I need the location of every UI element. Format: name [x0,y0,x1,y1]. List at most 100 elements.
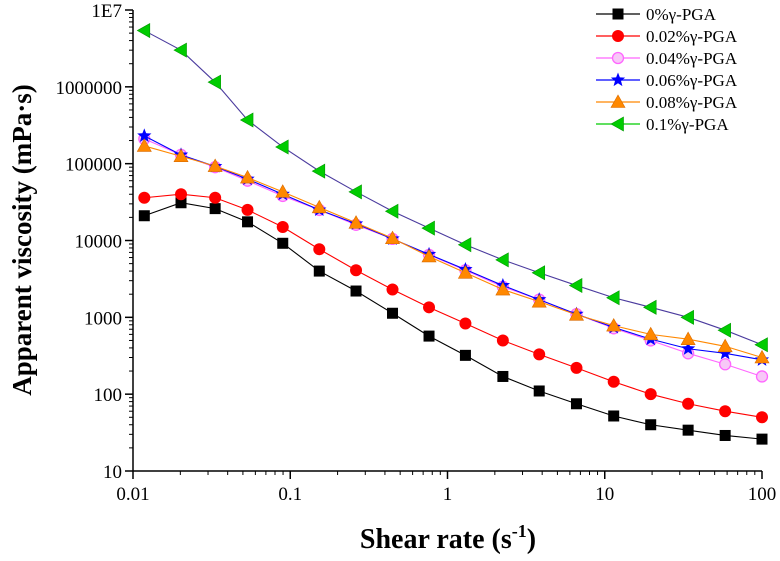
legend-item: 0.08%γ-PGA [596,93,738,112]
legend-item: 0.02%γ-PGA [596,27,738,46]
x-axis-title-main: Shear rate (s [360,524,512,555]
data-point [421,248,437,263]
data-point [240,169,256,184]
data-point [719,429,731,441]
data-point [682,397,695,410]
legend-label: 0.04%γ-PGA [646,49,738,68]
data-point [387,307,399,319]
data-point [533,348,546,361]
y-tick-label: 1E7 [91,1,122,22]
data-point [495,281,511,296]
data-point [717,322,731,338]
data-point [570,361,583,374]
series-layer [136,23,770,445]
data-point [277,237,289,249]
data-point [311,199,327,214]
data-point [718,345,733,360]
y-tick-label: 100 [94,385,123,406]
x-tick-label: 100 [748,484,777,505]
data-point [755,370,769,383]
data-point [459,349,471,361]
data-point [350,264,363,277]
data-point [497,370,509,382]
x-tick-label: 0.1 [278,484,302,505]
series-5 [136,23,768,353]
data-point [608,410,620,422]
legend-item: 0.06%γ-PGA [596,71,738,90]
data-point [533,385,545,397]
data-point [719,358,732,371]
data-point [680,341,696,355]
data-point [209,191,222,204]
data-point [459,317,472,330]
y-tick-label: 1000000 [56,78,123,99]
series-line [144,30,763,346]
legend-marker [610,72,626,87]
data-point [173,42,187,58]
legend-label: 0.06%γ-PGA [646,71,738,90]
data-point [348,215,364,229]
data-point [423,301,436,314]
y-tick-label: 10000 [75,232,123,253]
series-1 [138,188,768,424]
y-tick-label: 100000 [65,155,122,176]
legend-label: 0%γ-PGA [646,5,717,24]
data-point [207,158,223,172]
legend-item: 0%γ-PGA [596,5,717,24]
data-point [644,388,657,401]
legend-label: 0.02%γ-PGA [646,27,738,46]
legend-marker [611,51,625,65]
data-point [384,203,399,219]
data-point [606,290,620,306]
data-point [457,237,472,253]
data-point [137,128,152,142]
legend-label: 0.08%γ-PGA [646,93,738,112]
x-axis-title-superscript: -1 [512,521,527,541]
data-point [138,210,150,222]
data-point [313,265,325,277]
data-point [682,424,694,436]
data-point [719,405,732,418]
data-point [239,112,254,128]
legend-marker [610,116,624,132]
data-point [173,148,189,163]
legend-marker [612,30,624,42]
legend-item: 0.04%γ-PGA [596,49,738,68]
data-point [568,307,584,321]
data-point [350,285,362,297]
legend-marker [612,8,624,20]
data-point [607,375,620,388]
x-tick-label: 1 [443,484,453,505]
data-point [241,203,254,216]
x-tick-label: 0.01 [116,484,149,505]
data-point [568,277,583,293]
data-point [311,163,326,179]
x-tick-label: 10 [595,484,614,505]
series-line [144,145,763,359]
axis-ticks: 0.01 0.1 1 10 100 10 100 1000 10000 100000 1000000… [56,1,777,505]
data-point [754,337,768,353]
data-point [457,265,473,279]
legend-item: 0.1%γ-PGA [596,115,729,134]
y-tick-label: 1000 [84,308,122,329]
x-axis-title-tail: ) [527,524,536,555]
data-point [717,338,733,353]
data-point [136,23,151,39]
data-point [175,197,187,209]
data-point [209,203,221,215]
data-point [570,398,582,410]
data-point [643,299,657,315]
data-point [754,349,770,364]
data-point [384,230,401,245]
data-point [386,283,399,296]
series-4 [136,138,770,364]
legend-marker [610,94,626,108]
data-point [136,138,152,152]
data-point [645,419,657,431]
data-point [275,184,291,198]
legend: 0%γ-PGA 0.02%γ-PGA 0.04%γ-PGA 0.06%γ-PGA 0.0… [596,5,738,134]
data-point [756,411,768,424]
y-axis-title: Apparent viscosity (mPa·s) [7,84,37,396]
data-point [680,331,696,345]
